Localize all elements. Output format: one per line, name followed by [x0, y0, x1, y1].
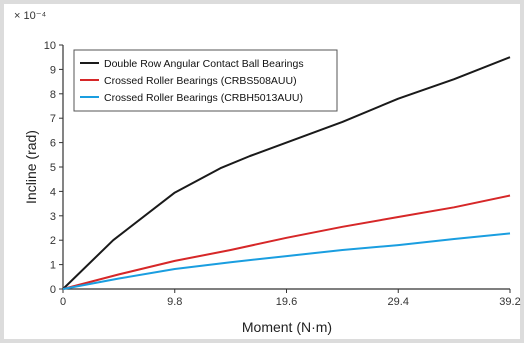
x-tick-label: 19.6: [276, 296, 297, 308]
legend-label-2: Crossed Roller Bearings (CRBS508AUU): [104, 75, 297, 87]
legend-items: Double Row Angular Contact Ball Bearings…: [80, 58, 304, 104]
y-tick-label: 8: [50, 89, 56, 101]
y-scale-label: × 10⁻⁴: [14, 10, 47, 22]
series-line-2: [62, 194, 511, 290]
y-tick-label: 10: [44, 40, 56, 52]
legend-label-3: Crossed Roller Bearings (CRBH5013AUU): [104, 92, 303, 104]
y-tick-label: 3: [50, 211, 56, 223]
y-tick-label: 9: [50, 64, 56, 76]
x-tick-label: 9.8: [167, 296, 182, 308]
y-ticks: 0 1 2 3 4 5 6 7 8 9 10: [44, 40, 63, 296]
series-lines: [62, 56, 511, 290]
legend-label-1: Double Row Angular Contact Ball Bearings: [104, 58, 304, 70]
y-tick-label: 0: [50, 284, 56, 296]
x-axis-title: Moment (N·m): [242, 319, 332, 335]
x-tick-label: 29.4: [388, 296, 409, 308]
x-tick-label: 39.2: [499, 296, 520, 308]
y-tick-label: 2: [50, 235, 56, 247]
x-tick-label: 0: [60, 296, 66, 308]
legend: Double Row Angular Contact Ball Bearings…: [73, 49, 338, 112]
y-tick-label: 1: [50, 260, 56, 272]
y-tick-label: 5: [50, 162, 56, 174]
y-tick-label: 6: [50, 138, 56, 150]
x-ticks: 0 9.8 19.6 29.4 39.2: [60, 289, 521, 308]
series-line-1: [62, 56, 511, 290]
legend-box: [73, 49, 338, 112]
y-tick-label: 4: [50, 186, 56, 198]
series-line-3: [62, 232, 511, 290]
y-tick-label: 7: [50, 113, 56, 125]
y-axis-title: Incline (rad): [23, 130, 39, 204]
